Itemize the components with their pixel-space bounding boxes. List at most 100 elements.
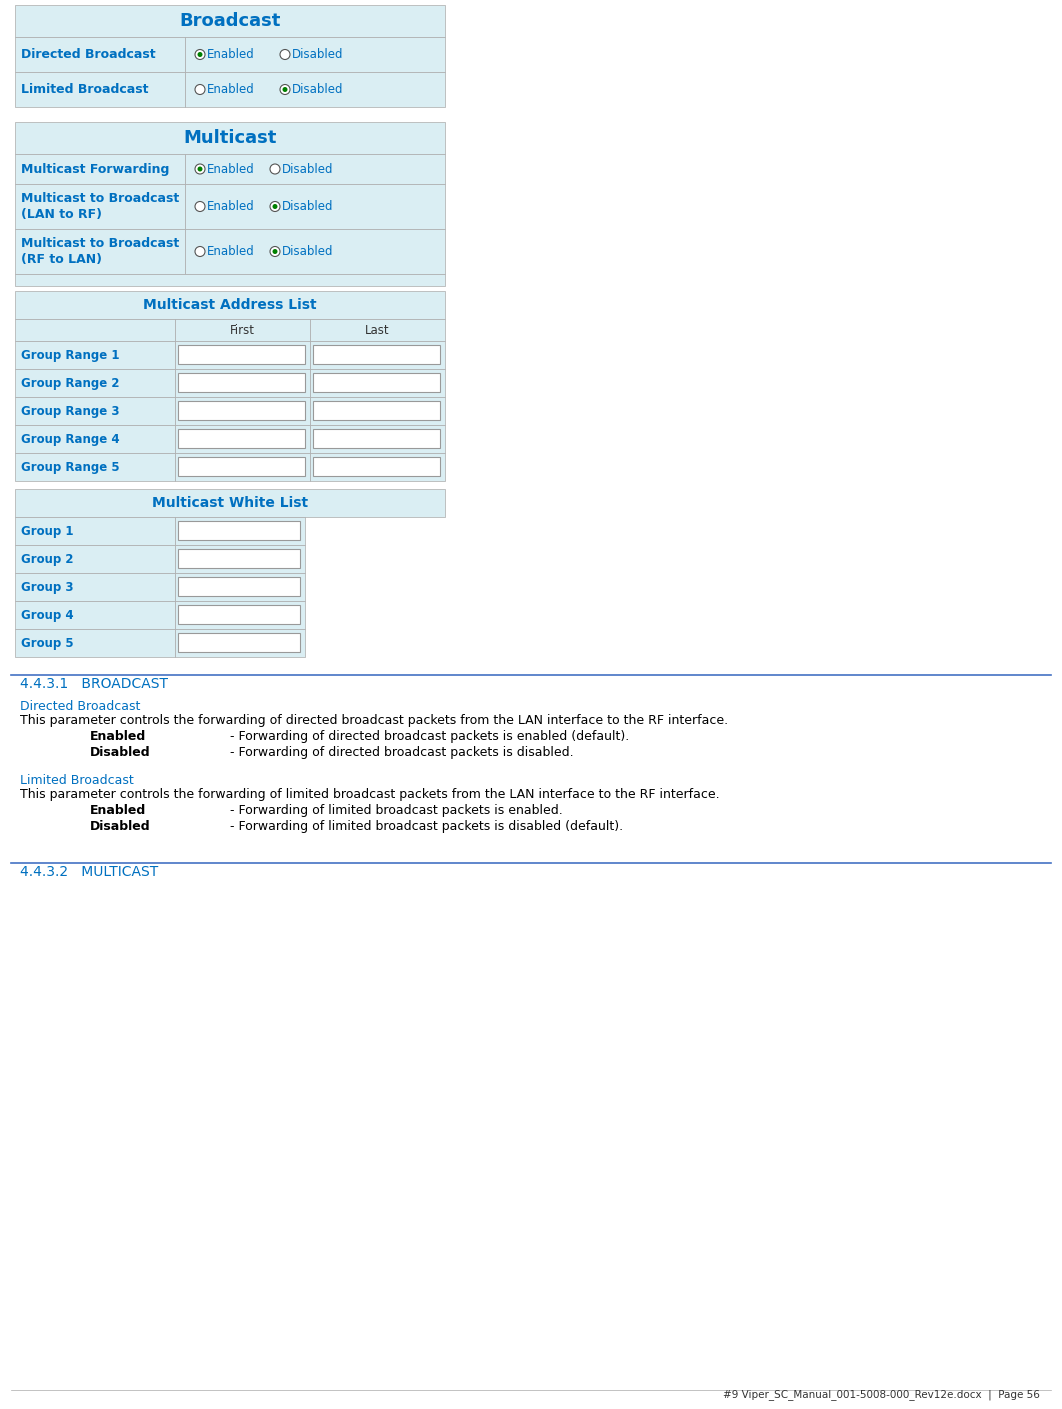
Text: Multicast White List: Multicast White List <box>152 496 308 510</box>
Bar <box>175 517 305 545</box>
Bar <box>15 628 175 657</box>
Circle shape <box>195 201 205 211</box>
Text: Group 1: Group 1 <box>21 524 73 537</box>
Text: - Forwarding of limited broadcast packets is enabled.: - Forwarding of limited broadcast packet… <box>230 805 563 817</box>
Bar <box>310 341 445 369</box>
Text: 0.0.0.0: 0.0.0.0 <box>182 526 226 535</box>
Bar <box>175 369 310 397</box>
Bar <box>313 402 440 420</box>
Text: 4.4.3.2   MULTICAST: 4.4.3.2 MULTICAST <box>20 865 158 879</box>
Bar <box>15 123 445 154</box>
Bar <box>15 517 175 545</box>
Text: 0.0.0.0: 0.0.0.0 <box>182 582 226 592</box>
Text: Disabled: Disabled <box>292 83 343 96</box>
Bar <box>310 369 445 397</box>
Text: 4.4.3.1   BROADCAST: 4.4.3.1 BROADCAST <box>20 676 168 690</box>
Circle shape <box>270 247 280 256</box>
Bar <box>15 185 185 230</box>
Text: Limited Broadcast: Limited Broadcast <box>20 774 134 788</box>
Circle shape <box>198 166 203 172</box>
Bar <box>15 273 445 286</box>
Circle shape <box>195 85 205 94</box>
Circle shape <box>270 201 280 211</box>
Bar <box>15 397 175 426</box>
Bar <box>310 426 445 454</box>
Bar <box>313 345 440 364</box>
Bar <box>313 457 440 476</box>
Text: Enabled: Enabled <box>207 83 255 96</box>
Text: 0.0.0.0: 0.0.0.0 <box>182 610 226 620</box>
Bar <box>178 578 299 596</box>
Text: 239.1.1.1: 239.1.1.1 <box>182 378 238 387</box>
Text: #9 Viper_SC_Manual_001-5008-000_Rev12e.docx  |  Page 56: #9 Viper_SC_Manual_001-5008-000_Rev12e.d… <box>723 1389 1040 1401</box>
Text: 0.0.0.0: 0.0.0.0 <box>182 434 226 444</box>
Bar <box>313 428 440 448</box>
Text: Group Range 5: Group Range 5 <box>21 461 120 473</box>
Bar <box>15 426 175 454</box>
Circle shape <box>198 52 203 56</box>
Bar <box>175 341 310 369</box>
Text: Enabled: Enabled <box>207 162 255 176</box>
Text: Group Range 2: Group Range 2 <box>21 376 120 389</box>
Text: 0.0.0.0: 0.0.0.0 <box>182 406 226 416</box>
Text: Broadcast: Broadcast <box>179 13 280 30</box>
Circle shape <box>195 163 205 173</box>
Bar <box>15 318 175 341</box>
Text: This parameter controls the forwarding of directed broadcast packets from the LA: This parameter controls the forwarding o… <box>20 714 729 727</box>
Text: Enabled: Enabled <box>207 48 255 61</box>
Text: Multicast Forwarding: Multicast Forwarding <box>21 162 169 176</box>
Bar <box>178 457 305 476</box>
Text: - Forwarding of limited broadcast packets is disabled (default).: - Forwarding of limited broadcast packet… <box>230 820 623 833</box>
Circle shape <box>273 204 277 209</box>
Bar <box>313 373 440 392</box>
Text: 239.192.0.1: 239.192.0.1 <box>182 349 251 359</box>
Bar <box>185 230 445 273</box>
Bar <box>178 402 305 420</box>
Circle shape <box>195 247 205 256</box>
Circle shape <box>270 163 280 173</box>
Circle shape <box>280 49 290 59</box>
Bar <box>15 573 175 602</box>
Text: Disabled: Disabled <box>90 745 151 759</box>
Circle shape <box>280 85 290 94</box>
Text: Enabled: Enabled <box>90 730 147 743</box>
Circle shape <box>273 249 277 254</box>
Text: Disabled: Disabled <box>282 245 333 258</box>
Text: First: First <box>230 324 255 337</box>
Text: Enabled: Enabled <box>207 200 255 213</box>
Bar <box>178 550 299 568</box>
Bar <box>178 345 305 364</box>
Text: 0.0.0.0: 0.0.0.0 <box>182 462 226 472</box>
Text: Limited Broadcast: Limited Broadcast <box>21 83 149 96</box>
Text: Directed Broadcast: Directed Broadcast <box>20 700 140 713</box>
Text: Enabled: Enabled <box>207 245 255 258</box>
Text: Group 5: Group 5 <box>21 637 73 650</box>
Bar <box>175 318 310 341</box>
Text: Group Range 4: Group Range 4 <box>21 433 120 445</box>
Bar <box>175 426 310 454</box>
Text: 239.1.1.1: 239.1.1.1 <box>316 378 373 387</box>
Text: Multicast: Multicast <box>184 130 277 147</box>
Bar <box>15 37 185 72</box>
Circle shape <box>282 87 288 92</box>
Bar <box>178 633 299 652</box>
Bar <box>175 628 305 657</box>
Bar <box>15 230 185 273</box>
Text: Directed Broadcast: Directed Broadcast <box>21 48 156 61</box>
Text: Multicast to Broadcast
(RF to LAN): Multicast to Broadcast (RF to LAN) <box>21 237 179 266</box>
Text: Disabled: Disabled <box>292 48 343 61</box>
Bar <box>15 6 445 37</box>
Text: Group Range 1: Group Range 1 <box>21 348 120 362</box>
Text: Disabled: Disabled <box>282 162 333 176</box>
Text: Group 2: Group 2 <box>21 552 73 565</box>
Bar <box>178 428 305 448</box>
Bar <box>185 154 445 185</box>
Text: Multicast Address List: Multicast Address List <box>143 297 316 311</box>
Bar <box>178 604 299 624</box>
Bar <box>15 545 175 573</box>
Bar <box>178 521 299 540</box>
Text: 0.0.0.0: 0.0.0.0 <box>182 637 226 648</box>
Bar <box>15 72 185 107</box>
Bar <box>310 318 445 341</box>
Bar <box>15 602 175 628</box>
